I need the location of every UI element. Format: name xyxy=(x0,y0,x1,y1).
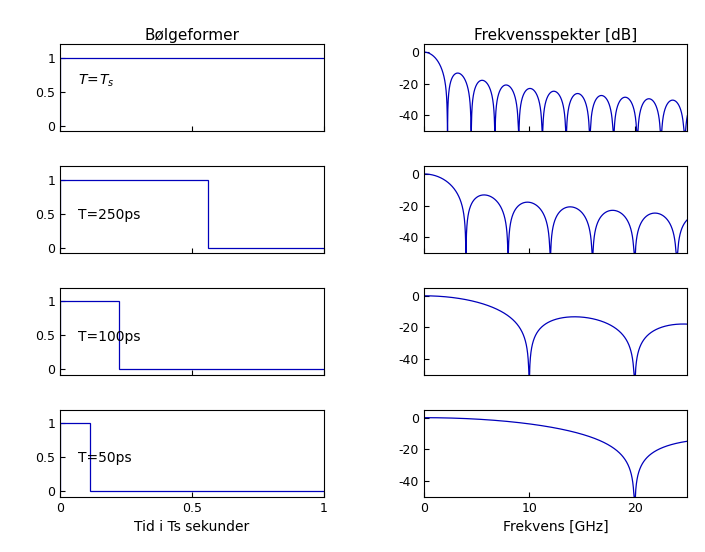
Text: T=100ps: T=100ps xyxy=(78,330,141,344)
Title: Bølgeformer: Bølgeformer xyxy=(145,28,239,43)
Text: T=250ps: T=250ps xyxy=(78,208,141,222)
Title: Frekvensspekter [dB]: Frekvensspekter [dB] xyxy=(474,28,637,43)
X-axis label: Tid i Ts sekunder: Tid i Ts sekunder xyxy=(134,520,250,534)
Text: $T\!=\!T_s$: $T\!=\!T_s$ xyxy=(78,72,115,89)
Text: T=50ps: T=50ps xyxy=(78,452,132,465)
X-axis label: Frekvens [GHz]: Frekvens [GHz] xyxy=(503,520,608,534)
